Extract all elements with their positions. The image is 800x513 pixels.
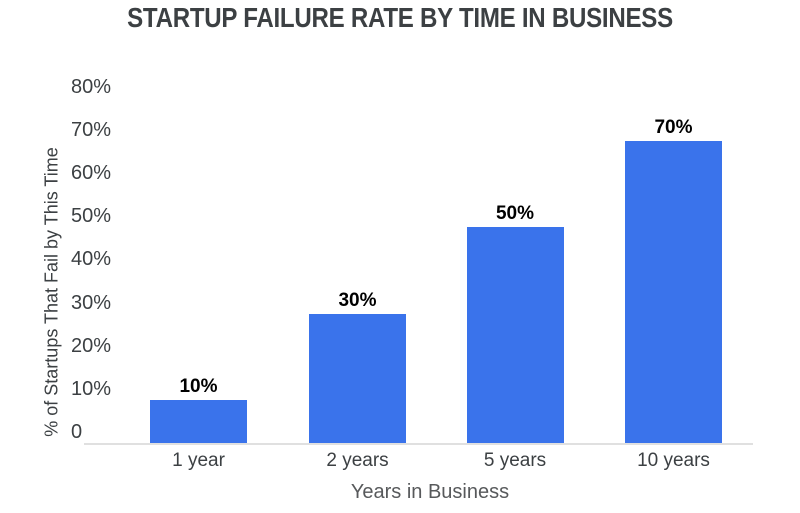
x-category-label: 2 years (326, 450, 389, 471)
bar-value-label: 50% (495, 203, 535, 225)
bar-5-years (466, 227, 564, 443)
x-category-label: 5 years (483, 450, 547, 471)
chart-title: STARTUP FAILURE RATE BY TIME IN BUSINESS (127, 2, 673, 33)
bar-1-year (150, 399, 247, 443)
bar-value-label: 30% (338, 289, 377, 311)
y-tick-label: 10% (71, 377, 112, 400)
y-tick-label: 80% (71, 75, 112, 98)
x-category-label: 1 year (172, 450, 225, 471)
bar-2-years (309, 313, 406, 443)
y-tick-label: 0 (71, 421, 83, 443)
x-axis-title: Years in Business (350, 481, 510, 503)
bar-value-label: 10% (179, 375, 218, 397)
y-tick-label: 40% (71, 248, 112, 271)
y-tick-label: 50% (71, 205, 112, 228)
x-axis-baseline (84, 443, 753, 445)
bar-10-years (625, 141, 722, 443)
y-tick-label: 60% (71, 162, 112, 185)
y-tick-label: 70% (71, 119, 112, 141)
bar-value-label: 70% (654, 117, 693, 138)
y-tick-label: 20% (71, 334, 112, 357)
y-tick-label: 30% (71, 291, 112, 314)
x-category-label: 10 years (637, 450, 710, 471)
